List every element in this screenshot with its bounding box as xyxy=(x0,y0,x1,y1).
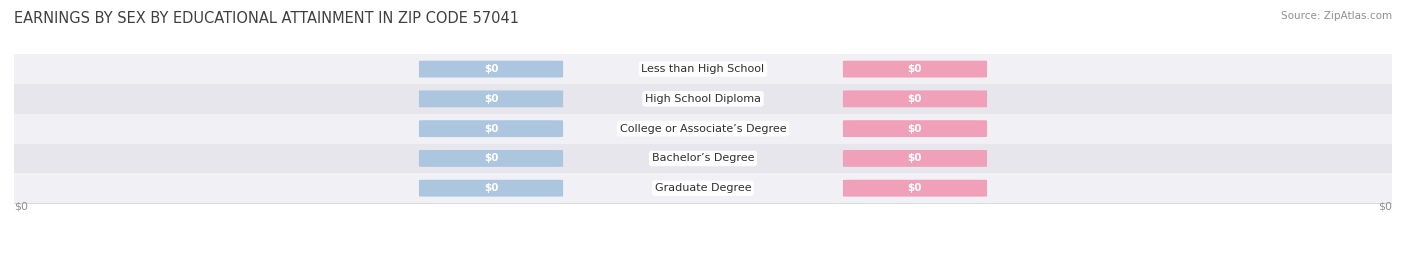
Bar xyxy=(14,84,1392,114)
Text: $0: $0 xyxy=(484,183,498,193)
Text: $0: $0 xyxy=(484,124,498,134)
Bar xyxy=(14,54,1392,84)
Text: $0: $0 xyxy=(484,153,498,163)
Text: Less than High School: Less than High School xyxy=(641,64,765,74)
Text: Source: ZipAtlas.com: Source: ZipAtlas.com xyxy=(1281,11,1392,21)
Bar xyxy=(14,173,1392,203)
Bar xyxy=(14,114,1392,144)
FancyBboxPatch shape xyxy=(419,61,562,77)
FancyBboxPatch shape xyxy=(419,120,562,137)
Text: $0: $0 xyxy=(908,64,922,74)
Text: EARNINGS BY SEX BY EDUCATIONAL ATTAINMENT IN ZIP CODE 57041: EARNINGS BY SEX BY EDUCATIONAL ATTAINMEN… xyxy=(14,11,519,26)
Text: $0: $0 xyxy=(908,183,922,193)
FancyBboxPatch shape xyxy=(419,150,562,167)
Text: $0: $0 xyxy=(14,202,28,212)
Text: $0: $0 xyxy=(908,124,922,134)
FancyBboxPatch shape xyxy=(844,180,987,197)
Text: $0: $0 xyxy=(484,94,498,104)
Text: College or Associate’s Degree: College or Associate’s Degree xyxy=(620,124,786,134)
FancyBboxPatch shape xyxy=(419,180,562,197)
Text: $0: $0 xyxy=(908,94,922,104)
FancyBboxPatch shape xyxy=(419,90,562,107)
Text: $0: $0 xyxy=(484,64,498,74)
FancyBboxPatch shape xyxy=(844,120,987,137)
Bar xyxy=(14,144,1392,173)
Text: $0: $0 xyxy=(908,153,922,163)
Text: Graduate Degree: Graduate Degree xyxy=(655,183,751,193)
Text: High School Diploma: High School Diploma xyxy=(645,94,761,104)
Text: Bachelor’s Degree: Bachelor’s Degree xyxy=(652,153,754,163)
FancyBboxPatch shape xyxy=(844,90,987,107)
FancyBboxPatch shape xyxy=(844,150,987,167)
Text: $0: $0 xyxy=(1378,202,1392,212)
FancyBboxPatch shape xyxy=(844,61,987,77)
